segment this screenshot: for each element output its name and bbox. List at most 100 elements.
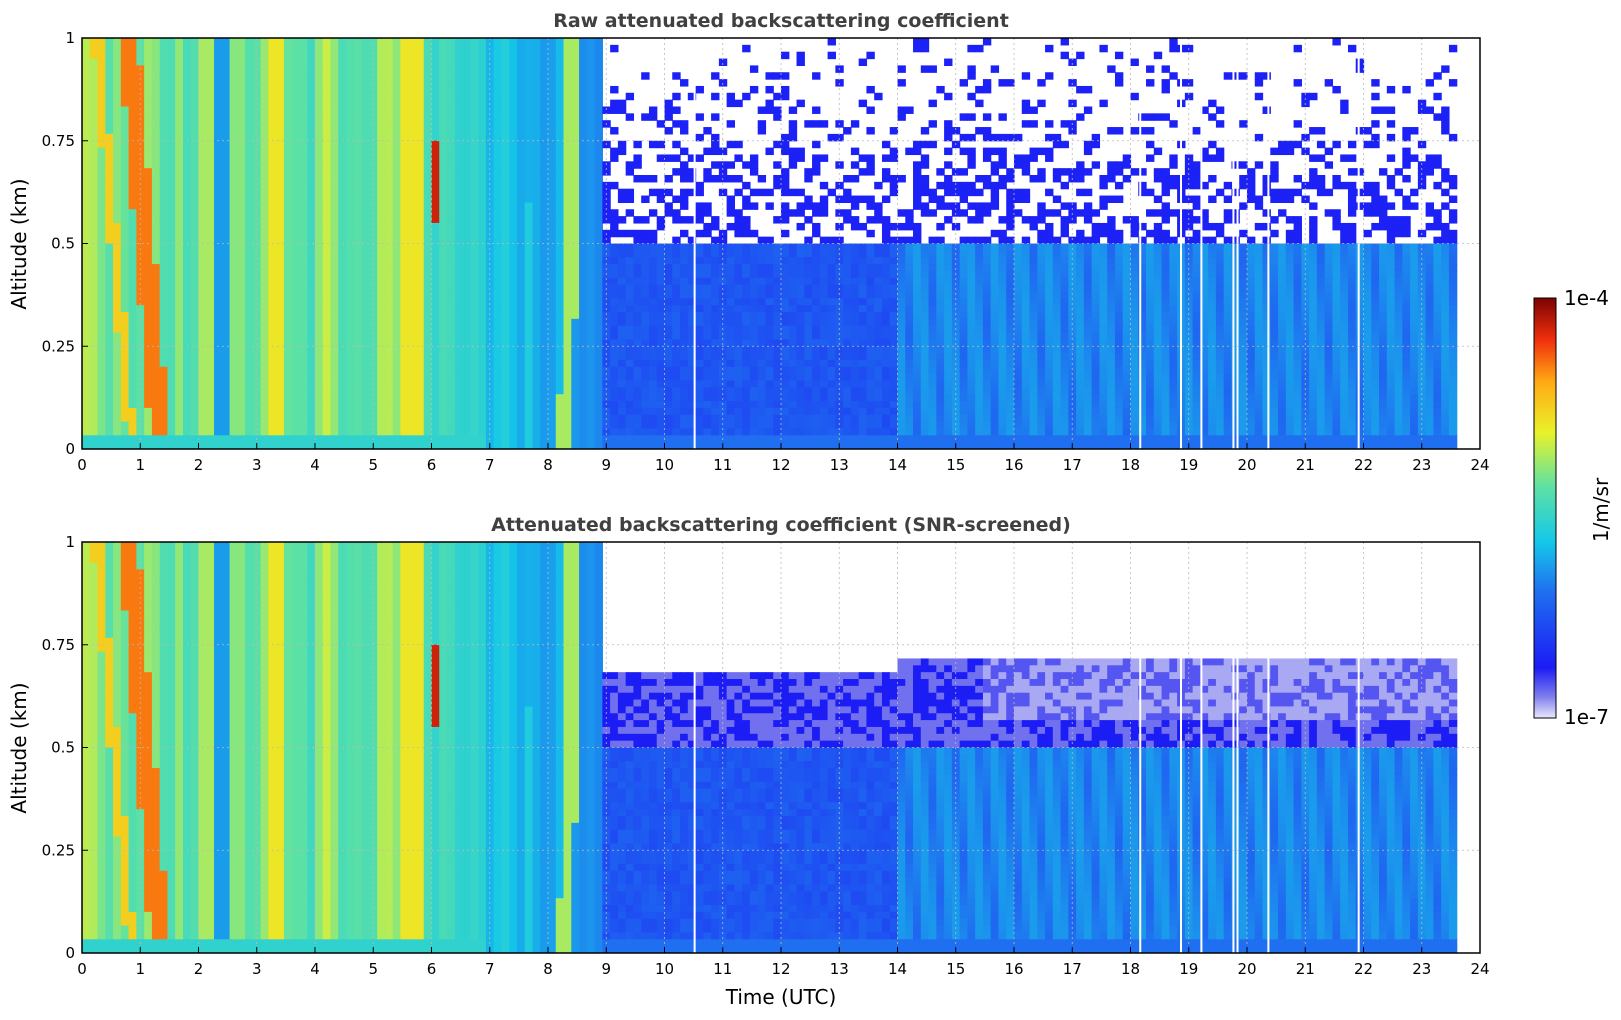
heatmap-cell [369,113,378,121]
heatmap-cell [198,442,207,449]
heatmap-cell [283,127,293,135]
heatmap-cell [229,209,238,217]
heatmap-cell [198,72,207,80]
heatmap-cell [571,140,580,149]
heatmap-cell [245,140,254,149]
heatmap-cell [540,140,549,149]
heatmap-cell [377,188,386,197]
heatmap-cell [283,243,293,251]
heatmap-cell [540,359,549,368]
heatmap-cell [136,407,145,416]
heatmap-cell [516,387,526,395]
heatmap-cell [97,222,106,231]
heatmap-cell [182,106,192,114]
heatmap-cell [703,407,712,416]
heatmap-cell [633,264,642,272]
heatmap-cell [299,236,308,245]
heatmap-cell [532,161,541,169]
heatmap-cell [641,277,650,286]
heatmap-cell [594,353,603,361]
heatmap-cell [151,291,161,299]
heatmap-cell [299,106,308,114]
heatmap-cell [322,250,332,258]
heatmap-cell [439,154,448,162]
heatmap-cell [749,243,759,251]
heatmap-cell [548,140,557,149]
heatmap-cell [439,353,448,361]
heatmap-cell [648,229,658,238]
heatmap-cell [501,346,510,354]
heatmap-cell [641,414,650,423]
heatmap-cell [765,394,774,402]
heatmap-cell [330,72,339,80]
heatmap-cell [97,99,106,108]
heatmap-cell [221,51,231,60]
heatmap-cell [509,394,518,402]
heatmap-cell [276,312,285,320]
heatmap-cell [229,38,238,46]
heatmap-cell [757,366,767,375]
heatmap-cell [182,58,192,66]
heatmap-cell [307,387,316,395]
heatmap-cell [322,407,332,416]
heatmap-cell [377,195,386,203]
heatmap-cell [524,312,534,320]
heatmap-cell [322,65,332,73]
heatmap-cell [400,373,409,382]
heatmap-cell [353,92,363,101]
heatmap-cell [470,120,479,128]
heatmap-cell [400,387,409,395]
heatmap-cell [276,407,285,416]
heatmap-cell [648,421,658,430]
heatmap-cell [190,291,200,299]
heatmap-cell [307,435,316,443]
heatmap-cell [423,387,433,395]
heatmap-cell [299,442,308,449]
heatmap-cell [602,291,611,299]
heatmap-cell [97,277,106,286]
heatmap-cell [338,421,347,430]
heatmap-cell [563,127,572,135]
heatmap-cell [198,243,207,251]
heatmap-cell [408,140,417,149]
heatmap-cell [151,353,161,361]
heatmap-cell [237,99,246,108]
heatmap-cell [617,414,627,423]
heatmap-cell [330,353,339,361]
heatmap-cell [377,380,386,388]
heatmap-cell [773,394,782,402]
heatmap-cell [765,359,774,368]
heatmap-cell [408,318,417,327]
heatmap-cell [485,161,495,169]
heatmap-cell [291,51,301,60]
heatmap-cell [268,44,277,53]
heatmap-cell [392,175,402,183]
heatmap-cell [454,380,464,388]
heatmap-cell [159,216,169,224]
heatmap-cell [291,106,301,114]
heatmap-cell [563,291,572,299]
heatmap-cell [439,127,448,135]
heatmap-cell [330,332,339,340]
heatmap-cell [384,79,394,87]
heatmap-cell [703,127,712,135]
heatmap-cell [392,120,402,128]
heatmap-cell [136,202,145,210]
heatmap-cell [377,435,386,443]
heatmap-cell [742,359,751,368]
heatmap-cell [555,277,565,286]
heatmap-cell [322,312,332,320]
heatmap-cell [214,380,223,388]
heatmap-cell [214,387,223,395]
heatmap-cell [151,421,161,430]
heatmap-cell [563,181,572,190]
heatmap-cell [571,154,580,162]
heatmap-cell [346,58,355,66]
heatmap-cell [330,175,339,183]
heatmap-cell [229,140,238,149]
heatmap-cell [159,99,169,108]
heatmap-cell [680,401,689,409]
heatmap-cell [718,421,728,430]
heatmap-cell [144,284,153,293]
heatmap-cell [89,414,99,423]
